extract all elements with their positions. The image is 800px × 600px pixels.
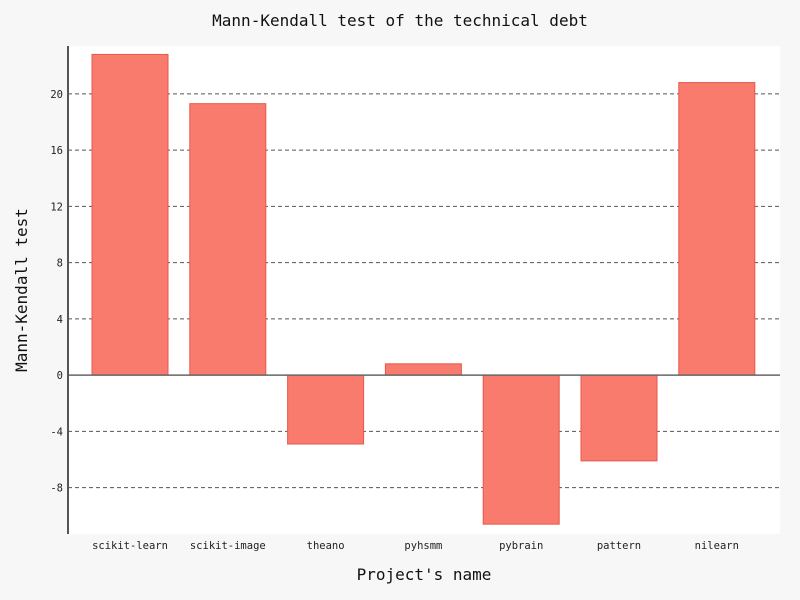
y-tick-label: -4 [50, 426, 63, 438]
y-tick-label: 20 [50, 89, 63, 101]
y-tick-labels: -8 -4 0 4 8 12 16 20 [50, 89, 63, 495]
y-tick-label: 0 [57, 370, 63, 382]
bar-nilearn [678, 82, 756, 376]
x-tick-label: pattern [597, 540, 641, 552]
y-tick-label: 4 [57, 314, 63, 326]
bar-theano [287, 374, 365, 445]
y-tick-label: 8 [57, 258, 63, 270]
bar-pybrain [482, 374, 560, 525]
bar-scikit-learn [91, 53, 169, 376]
x-tick-label: nilearn [695, 540, 739, 552]
y-tick-label: -8 [50, 483, 63, 495]
plot-area [68, 46, 780, 534]
bar-pattern [580, 374, 658, 462]
y-axis-title: Mann-Kendall test [12, 208, 31, 372]
y-tick-label: 16 [50, 145, 63, 157]
x-tick-label: pyhsmm [404, 540, 442, 552]
chart-title: Mann-Kendall test of the technical debt [212, 11, 588, 30]
bar-scikit-image [189, 103, 267, 376]
x-tick-label: pybrain [499, 540, 543, 552]
x-axis-title: Project's name [357, 565, 492, 584]
x-tick-label: theano [307, 540, 345, 552]
x-tick-label: scikit-learn [92, 540, 168, 552]
bar-pyhsmm [384, 363, 462, 376]
x-tick-label: scikit-image [190, 540, 266, 552]
x-tick-labels: scikit-learn scikit-image theano pyhsmm pybr… [92, 540, 739, 552]
y-tick-label: 12 [50, 201, 63, 213]
